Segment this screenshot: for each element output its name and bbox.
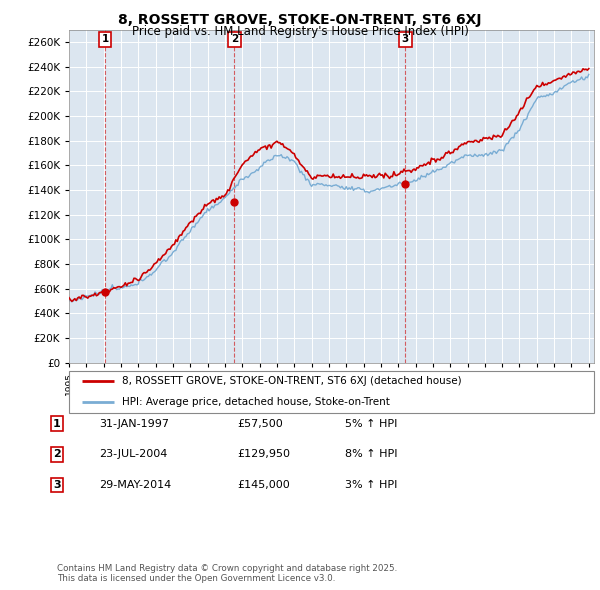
Text: HPI: Average price, detached house, Stoke-on-Trent: HPI: Average price, detached house, Stok… <box>121 398 389 407</box>
Text: 1: 1 <box>53 419 61 428</box>
Text: 8% ↑ HPI: 8% ↑ HPI <box>345 450 398 459</box>
Text: £145,000: £145,000 <box>237 480 290 490</box>
Text: 8, ROSSETT GROVE, STOKE-ON-TRENT, ST6 6XJ (detached house): 8, ROSSETT GROVE, STOKE-ON-TRENT, ST6 6X… <box>121 376 461 386</box>
Text: 31-JAN-1997: 31-JAN-1997 <box>99 419 169 428</box>
Text: 2: 2 <box>231 34 238 44</box>
Text: 3: 3 <box>401 34 409 44</box>
Text: 2: 2 <box>53 450 61 459</box>
Text: 3% ↑ HPI: 3% ↑ HPI <box>345 480 397 490</box>
Text: £57,500: £57,500 <box>237 419 283 428</box>
Text: £129,950: £129,950 <box>237 450 290 459</box>
Text: 8, ROSSETT GROVE, STOKE-ON-TRENT, ST6 6XJ: 8, ROSSETT GROVE, STOKE-ON-TRENT, ST6 6X… <box>118 13 482 27</box>
Text: 29-MAY-2014: 29-MAY-2014 <box>99 480 171 490</box>
Text: 3: 3 <box>53 480 61 490</box>
Text: 1: 1 <box>101 34 109 44</box>
Text: 23-JUL-2004: 23-JUL-2004 <box>99 450 167 459</box>
Text: Contains HM Land Registry data © Crown copyright and database right 2025.
This d: Contains HM Land Registry data © Crown c… <box>57 563 397 583</box>
Text: Price paid vs. HM Land Registry's House Price Index (HPI): Price paid vs. HM Land Registry's House … <box>131 25 469 38</box>
Text: 5% ↑ HPI: 5% ↑ HPI <box>345 419 397 428</box>
